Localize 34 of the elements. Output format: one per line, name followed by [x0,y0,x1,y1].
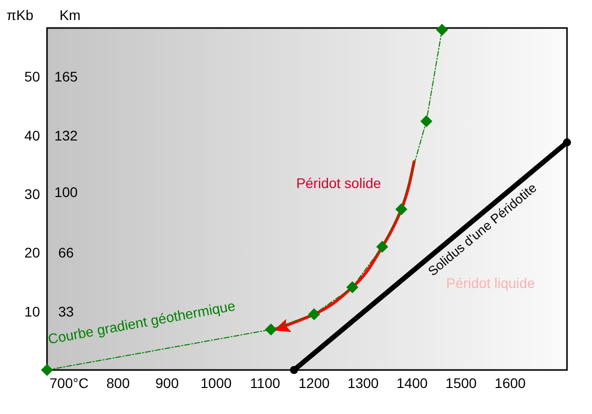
x-tick-label: 1300 [348,375,379,391]
x-tick-label: 1000 [200,375,232,391]
y-tick-label: 40 [24,127,40,144]
y2-tick-label: 100 [54,184,78,200]
point [41,364,53,376]
x-tick-label: 800 [106,375,130,391]
x-tick-label: 1100 [250,375,280,391]
point [346,281,358,294]
x-tick-label: 1400 [396,375,428,391]
y2-axis-title: Km [60,7,80,23]
y2-tick-label: 66 [58,244,74,261]
y-tick-label: 30 [24,186,40,202]
y2-tick-label: 132 [54,127,78,144]
point [290,366,298,374]
point [563,138,571,146]
point [420,115,432,128]
point [376,240,388,253]
y2-tick-label: 165 [54,68,78,85]
x-tick-label: 700°C [50,375,89,391]
x-tick-label: 1600 [494,375,526,391]
point [436,24,448,36]
y-tick-label: 50 [24,68,40,85]
point [395,203,408,216]
y-axis-title: πKb [6,7,34,23]
y-tick-label: 10 [24,303,40,320]
point [308,308,320,320]
annotation: Péridot liquide [446,274,536,291]
annotation: Péridot solide [296,175,382,192]
x-tick-label: 900 [155,375,179,391]
x-tick-label: 1500 [446,375,477,391]
y-tick-label: 20 [24,244,40,261]
point [264,324,277,336]
y2-tick-label: 33 [58,303,74,320]
x-tick-label: 1200 [298,375,330,391]
